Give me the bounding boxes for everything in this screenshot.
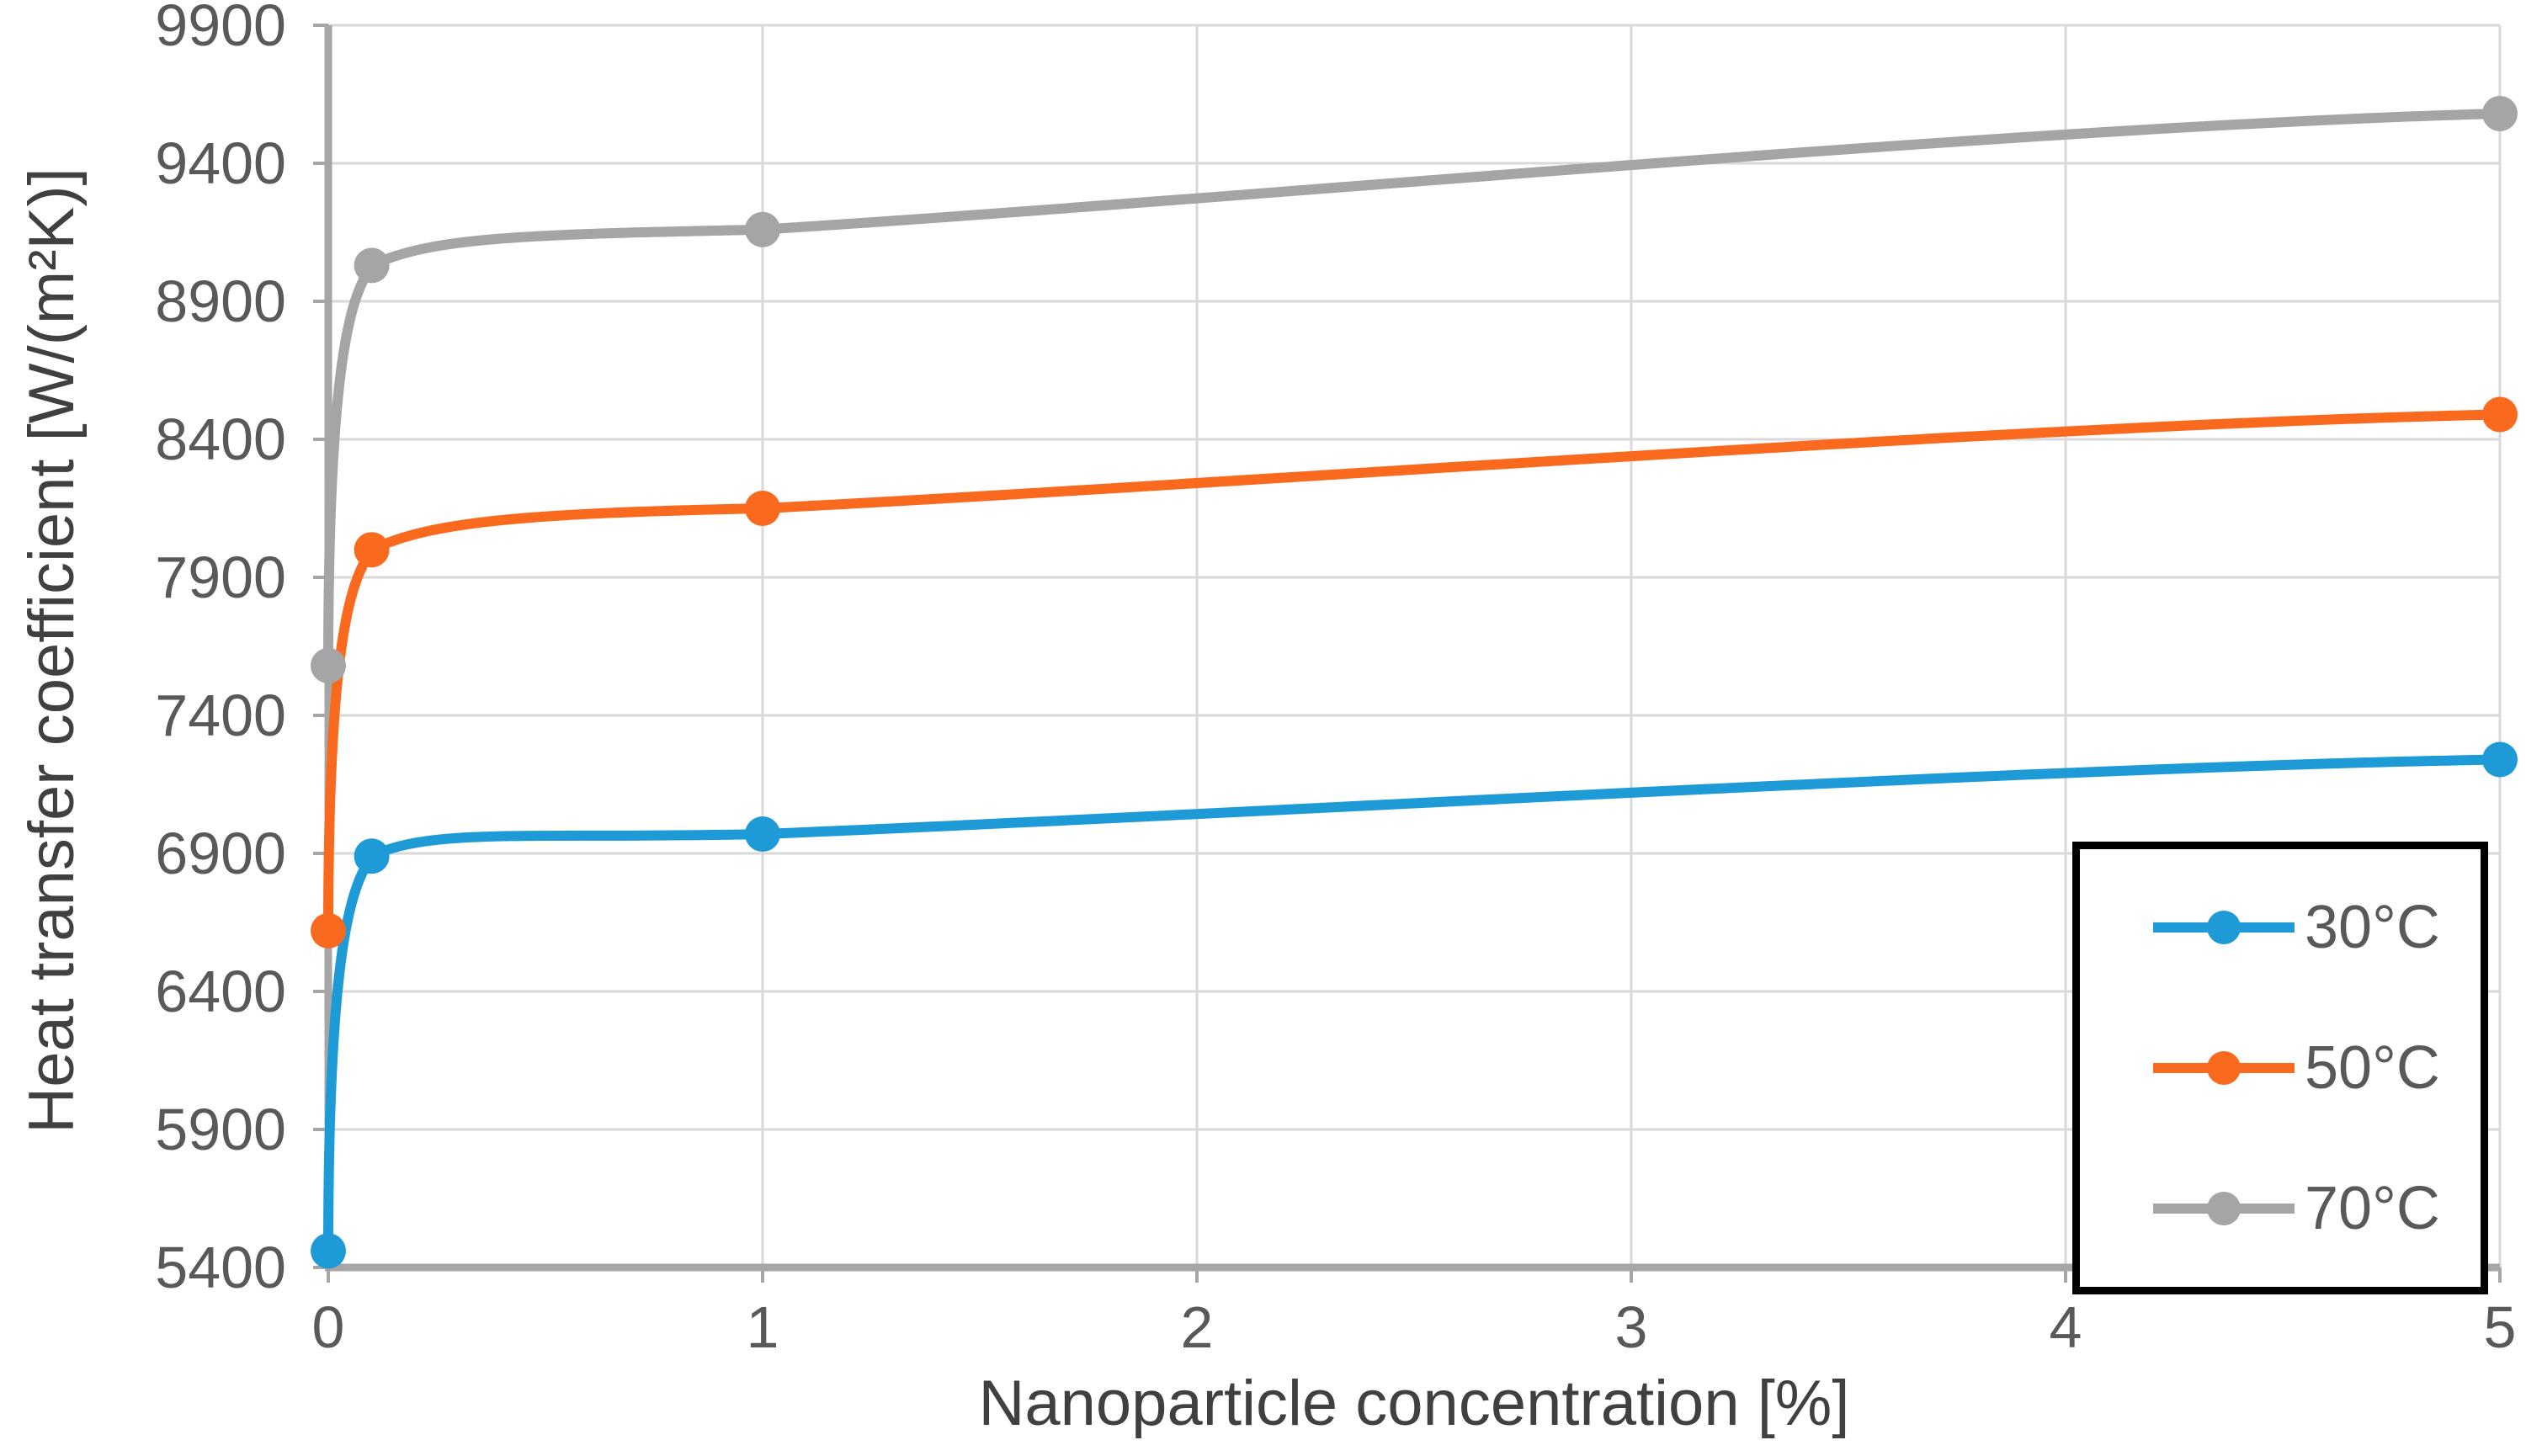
y-axis-title: Heat transfer coefficient [W/(m²K)]: [16, 167, 88, 1134]
y-tick-label: 7400: [155, 683, 286, 748]
legend-item-50c: 50°C: [2080, 1038, 2481, 1098]
data-point-70°C: [2482, 95, 2518, 131]
y-tick-label: 5900: [155, 1097, 286, 1162]
data-point-50°C: [2482, 396, 2518, 433]
y-tick-label: 6400: [155, 959, 286, 1024]
y-tick-label: 6900: [155, 821, 286, 886]
x-axis-title: Nanoparticle concentration [%]: [978, 1368, 1850, 1439]
legend-marker-70c: [2153, 1191, 2295, 1225]
legend: 30°C 50°C 70°C: [2072, 842, 2488, 1294]
y-tick-label: 8900: [155, 268, 286, 334]
x-tick-label: 4: [2049, 1294, 2082, 1360]
legend-label-50c: 50°C: [2305, 1034, 2440, 1102]
y-tick-label: 5400: [155, 1235, 286, 1300]
y-tick-label: 9400: [155, 130, 286, 196]
x-tick-label: 2: [1180, 1294, 1214, 1360]
data-point-30°C: [745, 816, 780, 853]
legend-label-70c: 70°C: [2305, 1174, 2440, 1242]
y-tick-label: 8400: [155, 407, 286, 472]
data-point-30°C: [2482, 741, 2518, 778]
x-tick-label: 3: [1614, 1294, 1648, 1360]
data-point-70°C: [311, 647, 346, 683]
legend-dot-50c: [2207, 1050, 2241, 1085]
legend-marker-30c: [2153, 911, 2295, 945]
data-point-30°C: [354, 838, 390, 874]
legend-marker-50c: [2153, 1050, 2295, 1085]
legend-label-30c: 30°C: [2305, 894, 2440, 962]
legend-item-30c: 30°C: [2080, 897, 2481, 958]
y-tick-label: 9900: [155, 0, 286, 58]
series-line-70°C: [323, 108, 2505, 671]
x-tick-label: 1: [746, 1294, 779, 1360]
data-point-30°C: [311, 1233, 346, 1269]
data-point-70°C: [354, 247, 390, 284]
x-tick-label: 5: [2483, 1294, 2517, 1360]
data-point-70°C: [745, 211, 780, 247]
legend-item-70c: 70°C: [2080, 1178, 2481, 1239]
y-tick-label: 7900: [155, 545, 286, 610]
x-tick-label: 0: [311, 1294, 345, 1360]
legend-dot-70c: [2207, 1191, 2241, 1225]
data-point-50°C: [354, 532, 390, 568]
data-point-50°C: [311, 912, 346, 949]
data-point-50°C: [745, 491, 780, 526]
legend-dot-30c: [2207, 911, 2241, 945]
